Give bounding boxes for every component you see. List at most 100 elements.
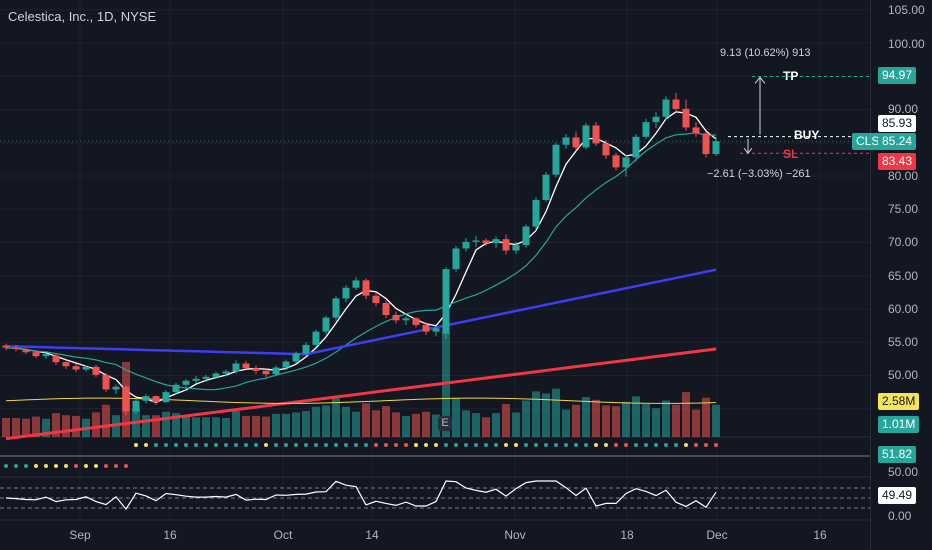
candle-body [452,248,460,270]
volume-bar [292,412,300,437]
indicator1-dot [384,443,388,447]
indicator1-dot [654,443,658,447]
candle-body [122,386,130,412]
indicator2-value-tag: 49.49 [878,487,917,504]
volume-bar [572,404,580,437]
indicator1-dot [314,443,318,447]
ma-long-line [5,347,717,441]
candle-body [512,245,520,251]
indicator1-dot [124,464,128,468]
ma-mid-line [5,132,717,391]
candle-body [192,378,200,381]
indicator1-dot [524,443,528,447]
indicator1-dot [414,443,418,447]
candle-body [442,269,450,334]
indicator1-dot [214,443,218,447]
volume-bar [392,412,400,437]
entry-price-tag: 85.93 [878,115,917,132]
indicator1-dot [44,464,48,468]
candle-body [72,366,80,370]
indicator1-dot [234,443,238,447]
volume-bar [2,418,10,437]
volume-bar [332,398,340,437]
candle-body [472,240,480,242]
indicator1-dot [164,443,168,447]
indicator1-dot [444,443,448,447]
candle-body [632,136,640,158]
indicator1-dot [294,443,298,447]
volume-bar [672,404,680,437]
candle-body [342,287,350,299]
volume-bar [562,409,570,437]
volume-bar [102,404,110,437]
indicator1-dot [64,464,68,468]
time-tick: 16 [163,528,177,542]
price-tick: 50.00 [888,368,919,382]
indicator1-dot [534,443,538,447]
indicator1-dot [174,443,178,447]
tp-price-tag: 94.97 [878,67,917,84]
volume-bar [552,388,560,437]
tp-label: TP [783,69,799,83]
candle-body [352,280,360,288]
indicator1-dot [704,443,708,447]
candle-body [142,396,150,401]
volume-bar [592,399,600,437]
candle-body [592,125,600,144]
candle-body [182,380,190,385]
volume-bar [682,392,690,437]
indicator1-dot [614,443,618,447]
indicator1-dot [204,443,208,447]
indicator1-dot [84,464,88,468]
candle-body [612,155,620,168]
volume-bar [272,413,280,437]
indicator1-dot [224,443,228,447]
target-arrow-head [754,76,766,84]
indicator1-dot [154,443,158,447]
volume-bar [152,415,160,437]
time-tick: 16 [813,528,827,542]
stop-info: −2.61 (−3.03%) −261 [707,168,811,180]
candle-body [522,226,530,246]
candle-body [102,374,110,390]
candle-body [642,122,650,137]
volume-bar [482,417,490,437]
candle-body [582,125,590,148]
indicator1-dot [594,443,598,447]
indicator1-dot [324,443,328,447]
candle-body [392,314,400,321]
indicator1-dot [24,464,28,468]
indicator1-dot [484,443,488,447]
indicator1-dot [274,443,278,447]
volume-bar [52,413,60,437]
volume-bar [492,413,500,437]
indicator1-dot [584,443,588,447]
volume-ma-tag: 2.58M [878,393,920,410]
candle-body [572,137,580,148]
indicator1-dot [14,464,18,468]
time-tick: Oct [273,528,293,542]
indicator1-dot [694,443,698,447]
indicator1-dot [134,443,138,447]
candle-body [22,350,30,353]
candle-body [32,352,40,357]
volume-bar [512,412,520,437]
volume-bar [432,414,440,437]
candle-body [532,199,540,227]
volume-bar [382,406,390,437]
candle-body [702,133,710,155]
candle-body [662,99,670,117]
indicator1-dot [574,443,578,447]
volume-bar [662,400,670,437]
earnings-marker[interactable]: E [438,416,452,431]
indicator1-dot [304,443,308,447]
indicator-panel-1 [0,443,870,468]
indicator1-dot [4,464,8,468]
indicator1-dot [244,443,248,447]
indicator1-dot [514,443,518,447]
indicator1-dot [404,443,408,447]
candle-body [152,396,160,403]
chart-title: Celestica, Inc., 1D, NYSE [8,9,157,24]
volume-bar [712,404,720,437]
